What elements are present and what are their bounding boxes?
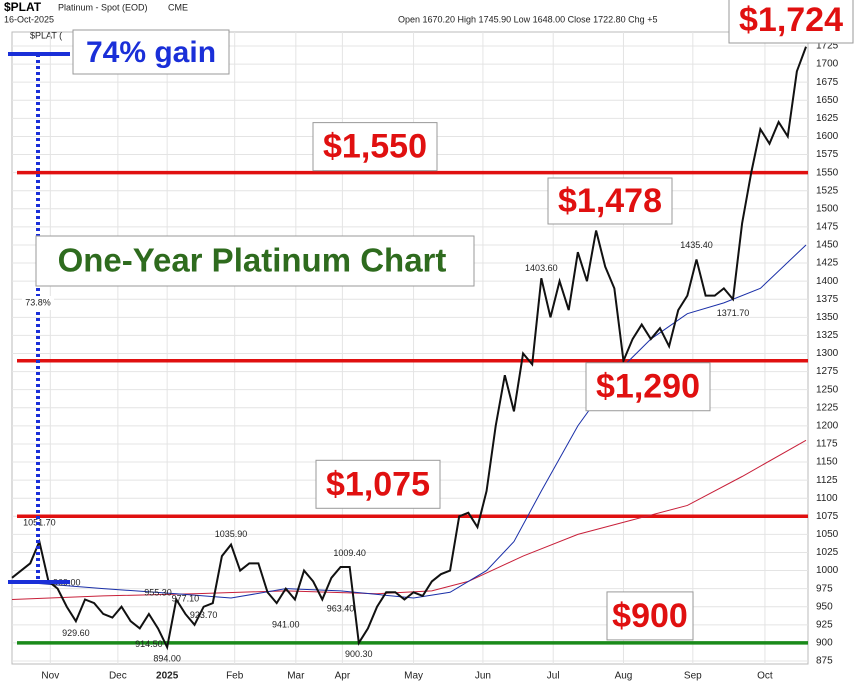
y-tick-label: 1700 (816, 59, 839, 70)
x-tick-label: Jun (475, 671, 491, 682)
point-label: 1371.70 (717, 308, 750, 318)
x-tick-label: 2025 (156, 671, 179, 682)
label-box (35, 235, 475, 287)
y-tick-label: 1625 (816, 113, 839, 124)
y-tick-label: 1075 (816, 511, 839, 522)
y-tick-label: 1100 (816, 493, 838, 504)
y-tick-label: 1350 (816, 312, 839, 323)
y-tick-label: 1025 (816, 547, 839, 558)
legend: $PLAT ( (30, 30, 62, 40)
y-tick-label: 1650 (816, 95, 839, 106)
point-label: 1403.60 (525, 263, 558, 273)
y-tick-label: 1150 (816, 457, 838, 468)
point-label: 1435.40 (680, 240, 713, 250)
x-tick-label: Nov (41, 671, 59, 682)
y-tick-label: 875 (816, 656, 833, 667)
x-tick-label: Jul (547, 671, 560, 682)
y-tick-label: 1175 (816, 439, 838, 450)
y-tick-label: 1000 (816, 565, 839, 576)
reference-label: $1,550 (323, 128, 427, 166)
label-box (728, 0, 854, 44)
y-tick-label: 1300 (816, 348, 839, 359)
point-label: 963.40 (327, 603, 355, 613)
y-tick-label: 1400 (816, 276, 839, 287)
x-tick-label: Aug (615, 671, 633, 682)
y-tick-label: 1575 (816, 149, 839, 160)
y-tick-label: 1250 (816, 384, 839, 395)
annotation: $1,478 (558, 182, 662, 220)
x-tick-label: Apr (335, 671, 351, 682)
point-label: 929.60 (62, 628, 90, 638)
y-tick-label: 1450 (816, 240, 839, 251)
y-tick-label: 1475 (816, 222, 839, 233)
label-box (312, 122, 438, 172)
point-label: 894.00 (153, 654, 181, 664)
x-tick-label: Feb (226, 671, 244, 682)
point-label: 941.00 (272, 620, 300, 630)
symbol: $PLAT (4, 0, 42, 14)
y-tick-label: 975 (816, 583, 833, 594)
reference-label: $900 (612, 597, 688, 635)
label-box (315, 459, 441, 509)
y-tick-label: 1375 (816, 294, 839, 305)
x-tick-label: May (404, 671, 423, 682)
date: 16-Oct-2025 (4, 14, 54, 24)
y-tick-label: 900 (816, 638, 833, 649)
annotation: $1,724 (739, 1, 843, 39)
ohlc: Open 1670.20 High 1745.90 Low 1648.00 Cl… (398, 14, 657, 24)
point-label: 923.70 (190, 610, 218, 620)
label-box (22, 296, 54, 310)
y-tick-label: 1725 (816, 41, 839, 52)
reference-label: $1,075 (326, 465, 430, 503)
exchange: CME (168, 2, 188, 12)
chart-title: One-Year Platinum Chart (58, 242, 447, 279)
y-tick-label: 1225 (816, 402, 839, 413)
y-tick-label: 1425 (816, 258, 839, 269)
y-tick-label: 1600 (816, 131, 839, 142)
point-label: 955.30 (144, 587, 172, 597)
point-label: 900.30 (345, 649, 373, 659)
point-label: 977.10 (172, 594, 200, 604)
point-label: 914.50 (135, 639, 163, 649)
y-tick-label: 925 (816, 619, 833, 630)
y-tick-label: 1500 (816, 203, 839, 214)
x-tick-label: Mar (287, 671, 305, 682)
price-line (11, 46, 807, 651)
point-label: 1009.40 (333, 548, 366, 558)
x-tick-label: Dec (109, 671, 127, 682)
y-tick-label: 950 (816, 601, 833, 612)
reference-label: $1,290 (596, 368, 700, 406)
label-box (585, 362, 711, 412)
y-tick-label: 1275 (816, 366, 839, 377)
y-tick-label: 1525 (816, 185, 839, 196)
gain-label: 74% gain (86, 36, 216, 69)
point-label: 1035.90 (215, 529, 248, 539)
moving-average (11, 244, 807, 599)
instrument: Platinum - Spot (EOD) (58, 2, 148, 12)
y-tick-label: 1550 (816, 167, 839, 178)
y-tick-label: 1050 (816, 529, 839, 540)
label-box (72, 29, 230, 75)
label-box (547, 177, 673, 225)
x-tick-label: Sep (684, 671, 702, 682)
y-tick-label: 1200 (816, 420, 839, 431)
y-tick-label: 1675 (816, 77, 839, 88)
y-tick-label: 1325 (816, 330, 839, 341)
y-tick-label: 1125 (816, 475, 838, 486)
label-box (606, 591, 694, 641)
gain-percent: 73.8% (25, 297, 51, 307)
x-tick-label: Oct (757, 671, 773, 682)
